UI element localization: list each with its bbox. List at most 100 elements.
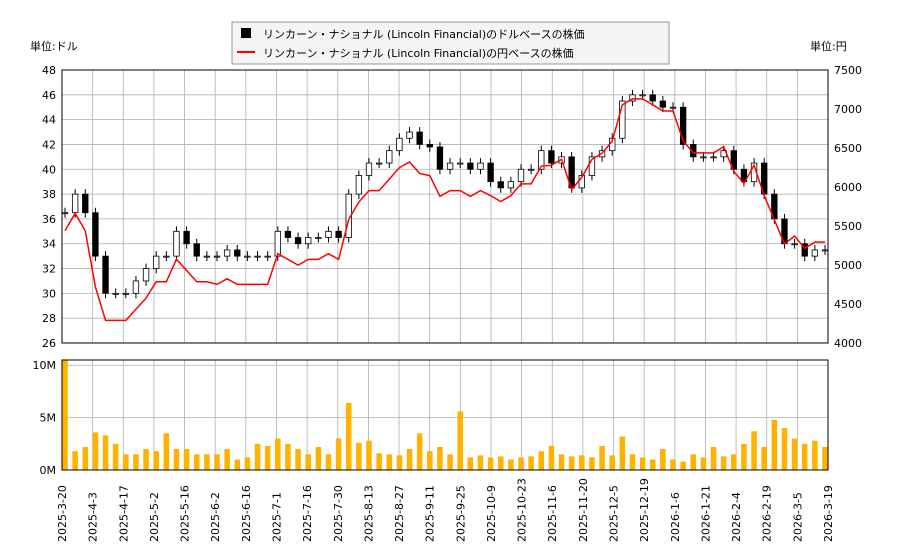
volume-tick-label: 0M (40, 464, 57, 477)
candle-body (416, 131, 423, 145)
candle-body (548, 150, 555, 164)
volume-bar (143, 449, 149, 470)
x-tick-label: 2025-9-11 (424, 485, 437, 542)
volume-bar (720, 456, 727, 470)
volume-bar (295, 449, 301, 470)
candle-body (538, 150, 545, 170)
volume-bar (254, 443, 261, 470)
candle-body (153, 255, 160, 269)
candle-body (639, 94, 646, 97)
volume-bar (264, 445, 271, 470)
candle-body (619, 100, 626, 139)
volume-bar (366, 440, 372, 470)
candle-body (811, 249, 819, 257)
volume-bar (173, 449, 180, 470)
candle-body (649, 94, 656, 102)
volume-bar (599, 445, 605, 470)
candle-body (487, 162, 494, 183)
volume-bar (376, 453, 382, 470)
volume-bar (690, 454, 697, 470)
candle-body (274, 230, 281, 257)
candle-body (315, 237, 322, 239)
volume-bar (629, 454, 636, 470)
candle-body (244, 255, 251, 258)
x-tick-label: 2025-11-20 (577, 478, 590, 542)
candle-body (254, 255, 261, 258)
volume-bar (579, 455, 585, 470)
volume-bar (538, 451, 545, 470)
candle-body (679, 106, 687, 145)
volume-bar (639, 457, 646, 470)
x-tick-label: 2025-8-27 (393, 485, 406, 542)
candle-body (173, 230, 180, 257)
volume-bar (437, 446, 443, 470)
left-tick-label: 32 (42, 263, 56, 276)
volume-bar (285, 443, 291, 470)
candle-body (335, 230, 342, 238)
x-tick-label: 2025-6-16 (240, 485, 253, 542)
candle-body (791, 243, 798, 246)
volume-bar (467, 457, 474, 470)
x-tick-label: 2026-3-5 (791, 492, 804, 542)
volume-bar (497, 456, 504, 470)
volume-bar (649, 459, 656, 470)
candle-body (467, 162, 474, 170)
candle-body (355, 175, 363, 195)
candle-body (325, 230, 332, 238)
volume-tick-label: 5M (40, 412, 57, 425)
volume-bars (62, 360, 828, 470)
left-tick-label: 36 (42, 213, 56, 226)
x-tick-label: 2025-7-30 (332, 485, 345, 542)
left-tick-label: 44 (42, 114, 56, 127)
candle-body (446, 162, 454, 170)
volume-bar (72, 451, 78, 470)
volume-bar (619, 436, 626, 470)
right-tick-label: 6500 (834, 142, 862, 155)
candle-body (517, 168, 525, 183)
volume-bar (396, 455, 403, 470)
left-tick-label: 48 (42, 64, 56, 77)
volume-bar (315, 446, 322, 470)
volume-bar (508, 459, 514, 470)
candle-body (61, 212, 69, 215)
volume-bar (234, 459, 241, 470)
candle-body (406, 131, 413, 139)
x-tick-label: 2025-4-17 (117, 485, 130, 542)
candle-body (457, 162, 464, 165)
volume-bar (416, 433, 423, 470)
volume-bar (660, 449, 666, 470)
x-tick-label: 2026-2-19 (761, 485, 774, 542)
x-tick-label: 2025-7-1 (270, 492, 283, 542)
candle-body (203, 255, 211, 258)
candle-body (477, 162, 484, 170)
x-tick-label: 2025-5-16 (179, 485, 192, 542)
candle-body (588, 156, 596, 176)
candle-body (710, 156, 717, 159)
legend-usd-marker (241, 28, 251, 38)
candle-body (821, 249, 829, 252)
volume-bar (822, 446, 828, 470)
candle-body (426, 144, 433, 148)
volume-tick-label: 10M (33, 359, 57, 372)
right-tick-label: 4500 (834, 298, 862, 311)
volume-panel-frame (61, 359, 829, 471)
x-tick-label: 2025-11-6 (546, 485, 559, 542)
volume-bar (356, 442, 362, 470)
candle-body (183, 230, 190, 245)
x-tick-label: 2025-6-2 (209, 492, 222, 542)
x-tick-label: 2025-5-2 (148, 492, 161, 542)
volume-bar (386, 454, 393, 470)
candle-body (193, 243, 200, 257)
volume-bar (112, 443, 119, 470)
x-tick-label: 2026-1-6 (669, 492, 682, 542)
candle-body (801, 243, 808, 257)
left-tick-label: 34 (42, 238, 56, 251)
x-tick-label: 2026-1-21 (699, 485, 712, 542)
volume-bar (214, 454, 220, 470)
candle-body (396, 137, 403, 152)
volume-bar (305, 454, 311, 470)
usd-candles (61, 89, 829, 299)
volume-bar (275, 438, 281, 470)
